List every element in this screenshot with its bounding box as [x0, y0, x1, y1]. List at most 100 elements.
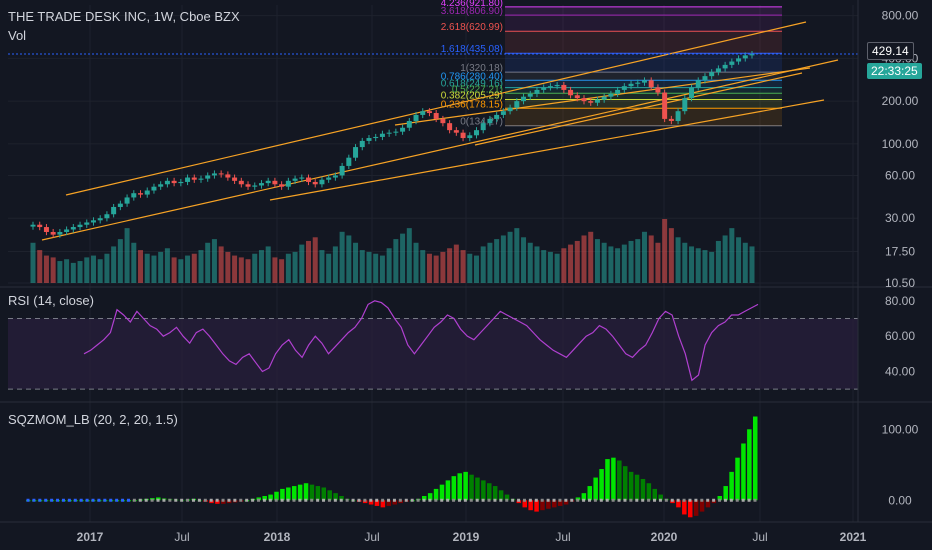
- volume-bar: [480, 246, 486, 283]
- candle-body: [211, 173, 217, 176]
- candle-body: [447, 123, 453, 131]
- price-tick-label: 17.50: [885, 244, 915, 258]
- volume-bar: [655, 242, 661, 283]
- candle-body: [709, 72, 715, 77]
- candle-body: [440, 118, 446, 124]
- candle-body: [541, 87, 547, 90]
- momentum-bar: [605, 459, 610, 501]
- candle-body: [648, 80, 654, 88]
- momentum-bar: [291, 486, 297, 501]
- momentum-bar: [380, 500, 386, 508]
- volume-bar: [682, 242, 688, 283]
- volume-bar: [467, 253, 473, 283]
- squeeze-dot: [487, 498, 491, 502]
- volume-bar: [500, 235, 506, 283]
- squeeze-dot: [357, 498, 361, 502]
- time-tick-label: 2017: [77, 530, 104, 544]
- squeeze-dot: [316, 498, 320, 502]
- candle-body: [312, 181, 318, 185]
- volume-bar: [541, 250, 547, 283]
- volume-bar: [299, 244, 305, 283]
- volume-bar: [615, 248, 621, 283]
- volume-bars: [30, 219, 755, 283]
- volume-bar: [252, 253, 258, 283]
- rsi-tick-label: 60.00: [885, 329, 915, 343]
- momentum-bar: [723, 486, 728, 501]
- momentum-bar: [735, 457, 740, 501]
- squeeze-dot: [245, 498, 249, 502]
- momentum-bar: [451, 476, 457, 501]
- momentum-bar: [309, 484, 315, 501]
- time-tick-label: 2021: [840, 530, 867, 544]
- candle-body: [547, 86, 553, 88]
- rsi-tick-label: 80.00: [885, 294, 915, 308]
- volume-bar: [111, 246, 117, 283]
- volume-bar: [487, 242, 493, 283]
- momentum-bar: [221, 500, 226, 504]
- volume-bar: [138, 250, 144, 283]
- volume-bar: [346, 235, 352, 283]
- squeeze-dot: [593, 498, 597, 502]
- squeeze-dot: [641, 498, 645, 502]
- squeeze-dot: [729, 498, 733, 502]
- squeeze-dot: [186, 498, 190, 502]
- squeeze-dot: [73, 498, 77, 502]
- momentum-bar: [268, 494, 273, 501]
- volume-bar: [581, 235, 587, 283]
- candle-body: [252, 185, 258, 187]
- candle-body: [232, 177, 238, 181]
- volume-bar: [447, 248, 453, 283]
- momentum-bar: [457, 473, 462, 501]
- volume-bar: [406, 228, 412, 283]
- squeeze-dot: [457, 498, 461, 502]
- volume-bar: [494, 239, 500, 283]
- trend-channel-line: [474, 72, 803, 146]
- squeeze-dot: [599, 498, 603, 502]
- squeeze-dot: [511, 498, 515, 502]
- candle-body: [346, 157, 352, 166]
- squeeze-dot: [670, 498, 674, 502]
- squeeze-dot: [481, 498, 485, 502]
- squeeze-dot: [723, 498, 727, 502]
- squeeze-dot: [363, 498, 367, 502]
- candle-body: [467, 135, 473, 139]
- candle-body: [554, 84, 560, 87]
- fib-band: [505, 15, 782, 32]
- squeeze-dot: [576, 498, 580, 502]
- candle-body: [77, 224, 83, 228]
- squeeze-dot: [67, 498, 71, 502]
- volume-bar: [272, 257, 278, 283]
- candle-body: [205, 175, 211, 179]
- volume-bar: [245, 259, 251, 283]
- fib-level-label: 2.618(620.99): [441, 22, 503, 33]
- candle-body: [225, 174, 231, 178]
- candle-body: [473, 130, 479, 136]
- volume-bar: [628, 240, 634, 283]
- candle-body: [561, 84, 567, 90]
- volume-bar: [319, 250, 325, 283]
- squeeze-dot: [469, 498, 473, 502]
- candle-body: [57, 231, 63, 235]
- volume-bar: [635, 239, 641, 283]
- squeeze-dot: [434, 498, 438, 502]
- momentum-bar: [492, 486, 498, 501]
- squeeze-dot: [611, 498, 615, 502]
- volume-bar: [373, 253, 379, 283]
- squeeze-dot: [215, 498, 219, 502]
- squeeze-dot: [582, 498, 586, 502]
- candle-body: [104, 214, 110, 219]
- volume-bar: [43, 255, 49, 283]
- volume-bar: [279, 259, 285, 283]
- volume-bar: [749, 246, 755, 283]
- candle-body: [198, 178, 204, 180]
- volume-bar: [50, 257, 56, 283]
- candle-body: [258, 183, 264, 186]
- momentum-bar: [753, 416, 758, 501]
- momentum-bar: [445, 480, 451, 501]
- squeeze-dot: [735, 498, 739, 502]
- volume-bar: [621, 244, 627, 283]
- squeeze-dot: [528, 498, 532, 502]
- squeeze-dot: [422, 498, 426, 502]
- volume-bar: [668, 228, 674, 283]
- squeeze-dot: [351, 498, 355, 502]
